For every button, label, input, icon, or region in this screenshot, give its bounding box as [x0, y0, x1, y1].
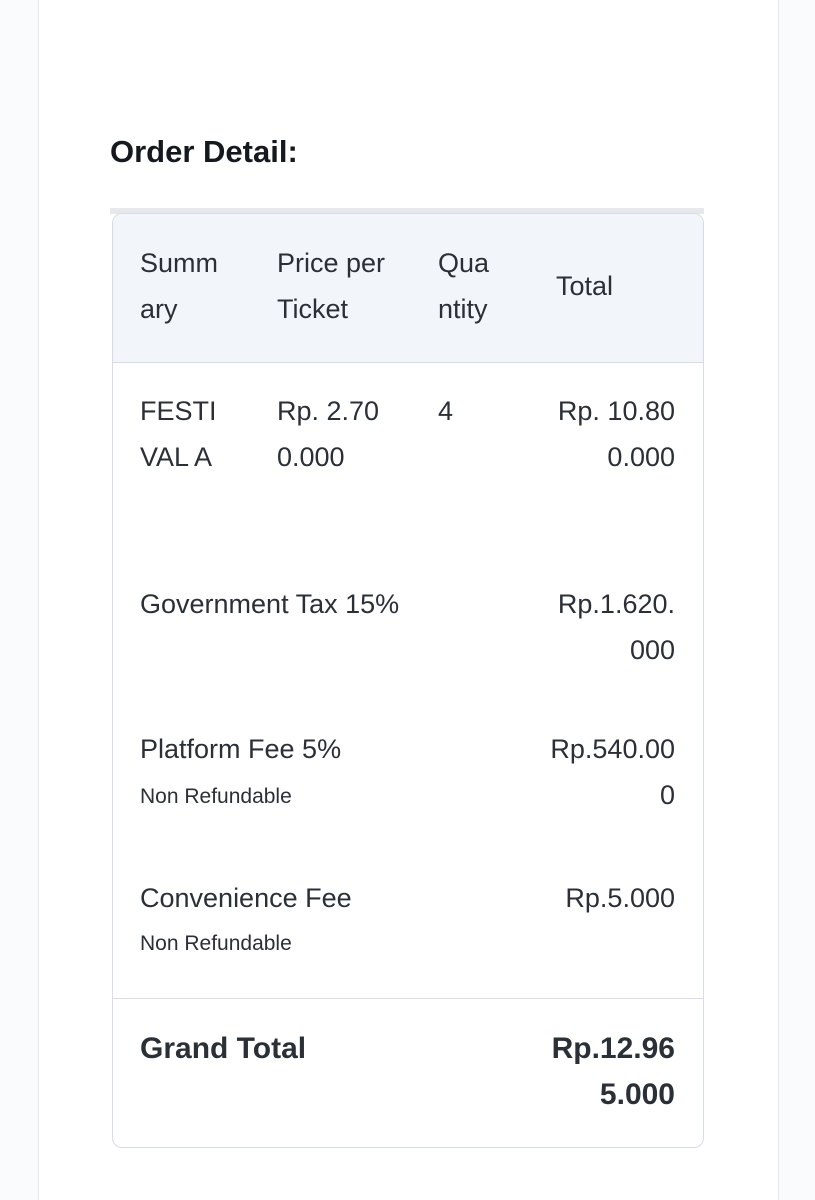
item-price: Rp. 2.700.000 [277, 396, 380, 472]
fee-amount: Rp.1.620.000 [557, 589, 675, 665]
fee-label: Convenience Fee [140, 883, 352, 913]
table-header [113, 214, 703, 363]
fee-note: Non Refundable [140, 785, 292, 808]
order-table: Summary Price per Ticket Quantity Total … [112, 213, 704, 1148]
divider [113, 998, 703, 999]
item-quantity: 4 [438, 396, 454, 426]
fee-amount: Rp.540.000 [550, 734, 675, 810]
fee-label: Government Tax 15% [140, 589, 400, 619]
header-cell: Price per Ticket [277, 248, 386, 324]
divider [110, 208, 704, 214]
fee-label: Platform Fee 5% [140, 734, 342, 764]
header-cell: Quantity [438, 248, 490, 324]
item-name: FESTIVAL A [140, 396, 217, 472]
header-cell: Total [556, 271, 614, 301]
section-title: Order Detail: [110, 134, 298, 169]
fee-note: Non Refundable [140, 932, 292, 955]
header-cell: Summary [140, 248, 219, 324]
grand-total-amount: Rp.12.965.000 [551, 1032, 675, 1111]
grand-total-label: Grand Total [140, 1032, 307, 1065]
item-total: Rp. 10.800.000 [557, 396, 675, 472]
fee-amount: Rp.5.000 [565, 883, 675, 913]
